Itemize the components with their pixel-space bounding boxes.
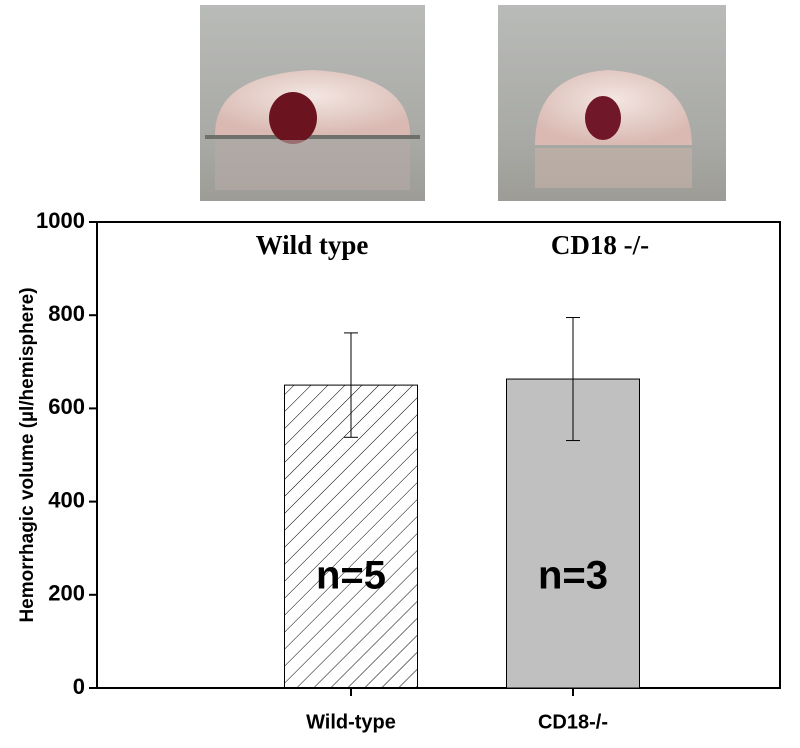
photo-wild-type <box>200 5 425 201</box>
y-axis-label: Hemorrhagic volume (µl/hemisphere) <box>17 287 38 622</box>
group-label: Wild type <box>256 230 369 260</box>
y-tick-label: 800 <box>48 301 85 326</box>
n-label: n=5 <box>316 554 386 598</box>
y-tick-label: 600 <box>48 394 85 419</box>
y-tick-label: 0 <box>73 674 85 699</box>
n-label: n=3 <box>538 554 608 598</box>
plot-frame <box>96 221 781 689</box>
photo-cd18 <box>498 5 726 201</box>
y-tick-label: 200 <box>48 581 85 606</box>
y-tick-label: 1000 <box>36 208 85 233</box>
x-tick-label: Wild-type <box>306 711 396 733</box>
x-tick-label: CD18-/- <box>538 711 608 733</box>
y-tick-label: 400 <box>48 487 85 512</box>
group-label: CD18 -/- <box>551 230 649 260</box>
